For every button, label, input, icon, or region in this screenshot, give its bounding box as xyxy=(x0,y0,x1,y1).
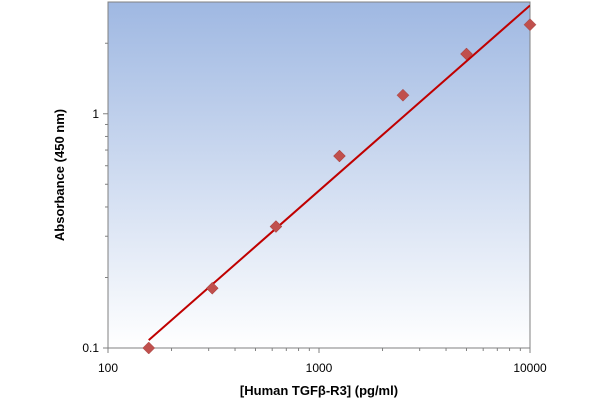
data-point xyxy=(269,220,283,233)
data-point xyxy=(333,149,346,163)
y-tick-label: 0.1 xyxy=(82,341,99,355)
data-point xyxy=(396,88,410,102)
x-tick-label: 100 xyxy=(98,361,118,375)
y-axis-label: Absorbance (450 nm) xyxy=(52,109,67,241)
y-tick-label: 1 xyxy=(92,107,99,121)
data-point xyxy=(205,281,219,295)
data-point xyxy=(142,341,156,355)
x-axis-label: [Human TGFβ-R3] (pg/ml) xyxy=(240,383,398,398)
x-tick-label: 10000 xyxy=(513,361,547,375)
plot-area xyxy=(107,1,531,349)
data-point xyxy=(523,18,537,32)
x-tick-label: 1000 xyxy=(306,361,333,375)
axes: 100 1000 10000 0.1 1 xyxy=(82,42,547,375)
data-points xyxy=(142,18,537,355)
data-point xyxy=(460,47,473,61)
